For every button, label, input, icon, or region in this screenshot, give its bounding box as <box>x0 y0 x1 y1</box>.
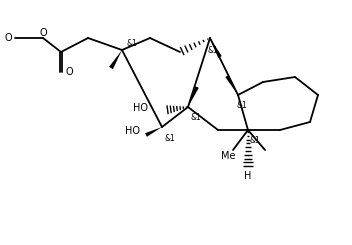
Text: HO: HO <box>133 103 148 113</box>
Text: &1: &1 <box>127 39 137 49</box>
Text: &1: &1 <box>165 134 175 143</box>
Text: &1: &1 <box>208 46 218 54</box>
Text: &1: &1 <box>191 112 201 122</box>
Text: O: O <box>65 67 73 77</box>
Polygon shape <box>188 86 199 107</box>
Text: &1: &1 <box>237 100 247 110</box>
Text: Me: Me <box>221 151 235 161</box>
Polygon shape <box>145 127 162 137</box>
Polygon shape <box>109 50 122 69</box>
Polygon shape <box>210 38 222 58</box>
Polygon shape <box>225 75 238 95</box>
Text: O: O <box>39 28 47 38</box>
Text: O: O <box>4 33 12 43</box>
Text: H: H <box>244 171 252 181</box>
Text: HO: HO <box>125 126 140 136</box>
Text: &1: &1 <box>250 135 260 145</box>
